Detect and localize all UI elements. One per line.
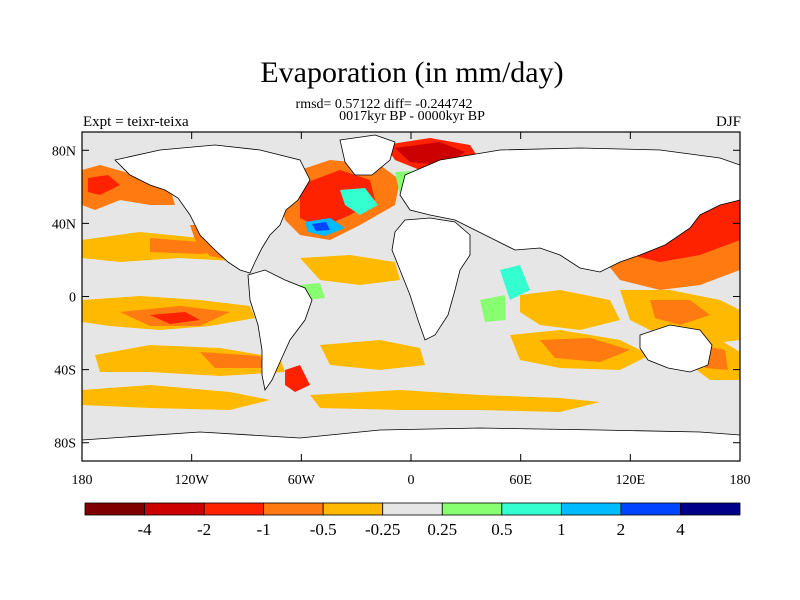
colorbar-label: 0.5 [491, 520, 512, 539]
anomaly-south-pacific-band [95, 345, 285, 376]
colorbar-swatch [84, 502, 145, 516]
lat-tick-label: 80S [54, 437, 76, 452]
lat-tick-label: 0 [69, 291, 76, 306]
colorbar-label: -2 [197, 520, 211, 539]
colorbar-label: 1 [557, 520, 566, 539]
lon-tick-label: 120E [616, 473, 646, 488]
colorbar-swatch [263, 502, 324, 516]
eurasia [399, 147, 740, 273]
greenland [339, 134, 396, 176]
lon-tick-label: 180 [72, 473, 93, 488]
colorbar: -4 -2 -1 -0.5 -0.25 0.25 0.5 1 2 4 [84, 502, 741, 539]
lon-tick-label: 120W [175, 473, 210, 488]
colorbar-swatch [382, 502, 443, 516]
lon-tick-label: 0 [408, 473, 415, 488]
anomaly-southern-ocean-band [310, 390, 600, 412]
anomaly-east-africa-green [480, 295, 505, 322]
lon-tick-label: 60E [509, 473, 532, 488]
colorbar-label: -1 [257, 520, 271, 539]
anomaly-tropical-atlantic [300, 255, 400, 285]
anomaly-argentina-red [285, 365, 310, 392]
stats-line: rmsd= 0.57122 diff= -0.244742 [296, 97, 473, 112]
colorbar-swatch [144, 502, 205, 516]
lat-tick-label: 40N [52, 217, 76, 232]
map-ticks: 80N 40N 0 40S 80S 180 120W 60W 0 60E 120E 180 [52, 132, 751, 488]
colorbar-label: 0.25 [427, 520, 457, 539]
anomaly-south-pacific-red [150, 312, 200, 324]
map-title: Evaporation (in mm/day) [260, 56, 563, 89]
anomaly-south-pacific-band-core [200, 352, 265, 368]
lon-tick-label: 60W [288, 473, 316, 488]
lat-tick-label: 80N [52, 144, 76, 159]
continents [82, 134, 740, 461]
colorbar-label: 4 [676, 520, 685, 539]
colorbar-swatch [620, 502, 681, 516]
lon-tick-label: 180 [730, 473, 751, 488]
anomaly-indian-ocean-core [540, 338, 630, 362]
antarctica [82, 427, 740, 461]
australia [639, 324, 713, 373]
period-line: 0017kyr BP - 0000kyr BP [339, 109, 485, 124]
colorbar-swatch [501, 502, 562, 516]
anomaly-north-atlantic-core [300, 170, 375, 228]
colorbar-label: 2 [617, 520, 626, 539]
colorbar-label: -4 [137, 520, 152, 539]
season-label: DJF [716, 114, 741, 130]
anomaly-southern-ocean-pacific [82, 385, 270, 410]
anomaly-arabian-sea-cyan [500, 265, 530, 300]
colorbar-label: -0.5 [310, 520, 337, 539]
anomaly-gulf-stream-core [312, 222, 330, 231]
anomaly-north-pacific-core [88, 175, 120, 195]
north-america [114, 144, 311, 274]
experiment-label: Expt = teixr-teixa [83, 114, 189, 130]
colorbar-swatch [441, 502, 503, 516]
anomaly-maritime-core [650, 300, 710, 325]
colorbar-swatch [322, 502, 384, 516]
colorbar-label: -0.25 [365, 520, 400, 539]
africa [391, 217, 471, 341]
south-america [247, 269, 313, 391]
colorbar-swatch [680, 502, 741, 516]
anomaly-mid-atlantic-cyan [340, 188, 378, 215]
anomaly-indian-ocean-north [520, 290, 620, 330]
lat-tick-label: 40S [54, 364, 76, 379]
colorbar-swatch [203, 502, 265, 516]
anomaly-south-atlantic [320, 340, 425, 370]
map-panel: 80N 40N 0 40S 80S 180 120W 60W 0 60E 120E 180 [52, 131, 751, 488]
colorbar-swatch [560, 502, 622, 516]
